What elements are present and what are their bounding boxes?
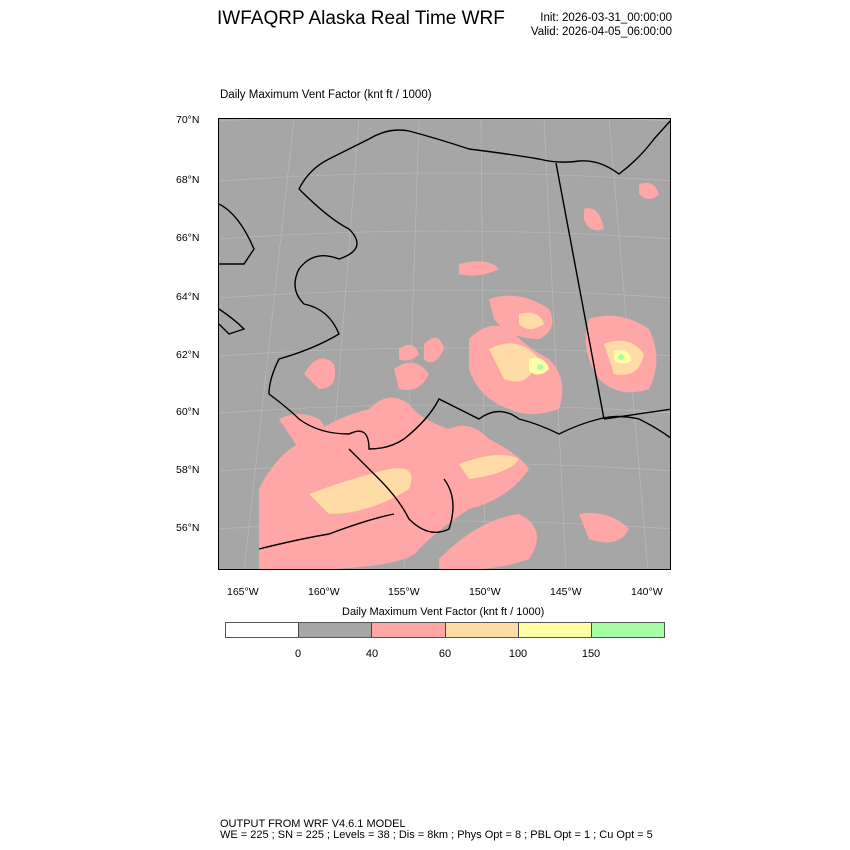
lat-label-68n: 68°N xyxy=(176,174,200,186)
init-time: Init: 2026-03-31_00:00:00 xyxy=(540,12,672,24)
colorbar-bin-100-150 xyxy=(518,623,592,637)
lat-label-66n: 66°N xyxy=(176,232,200,244)
colorbar-label: 100 xyxy=(508,648,528,660)
lon-label-160w: 160°W xyxy=(308,586,340,598)
colorbar-bin-40-60 xyxy=(372,623,446,637)
colorbar-bin-0-40 xyxy=(299,623,373,637)
colorbar-label: 0 xyxy=(294,648,302,660)
colorbar-label: 150 xyxy=(581,648,601,660)
lon-label-165w: 165°W xyxy=(227,586,259,598)
lat-label-58n: 58°N xyxy=(176,464,200,476)
vent-factor-map xyxy=(218,118,671,570)
vent-factor-field xyxy=(259,182,659,569)
valid-time: Valid: 2026-04-05_06:00:00 xyxy=(530,26,672,38)
lat-label-56n: 56°N xyxy=(176,522,200,534)
lon-label-140w: 140°W xyxy=(631,586,663,598)
plot-title: IWFAQRP Alaska Real Time WRF xyxy=(217,8,505,29)
lat-label-64n: 64°N xyxy=(176,291,200,303)
footer-config: WE = 225 ; SN = 225 ; Levels = 38 ; Dis … xyxy=(220,829,653,841)
lon-label-155w: 155°W xyxy=(388,586,420,598)
footer-model: OUTPUT FROM WRF V4.6.1 MODEL xyxy=(220,818,406,830)
colorbar xyxy=(225,622,665,638)
colorbar-bin-below-0 xyxy=(226,623,300,637)
lon-label-150w: 150°W xyxy=(469,586,501,598)
colorbar-label: 60 xyxy=(438,648,452,660)
lon-label-145w: 145°W xyxy=(550,586,582,598)
coastlines xyxy=(219,120,670,550)
lat-label-70n: 70°N xyxy=(176,114,200,126)
map-svg xyxy=(219,119,670,569)
lat-label-62n: 62°N xyxy=(176,349,200,361)
colorbar-title: Daily Maximum Vent Factor (knt ft / 1000… xyxy=(342,606,545,618)
lat-label-60n: 60°N xyxy=(176,406,200,418)
colorbar-label: 40 xyxy=(365,648,379,660)
colorbar-bin-150-plus xyxy=(591,623,665,637)
map-subtitle: Daily Maximum Vent Factor (knt ft / 1000… xyxy=(220,89,432,101)
colorbar-bin-60-100 xyxy=(445,623,519,637)
